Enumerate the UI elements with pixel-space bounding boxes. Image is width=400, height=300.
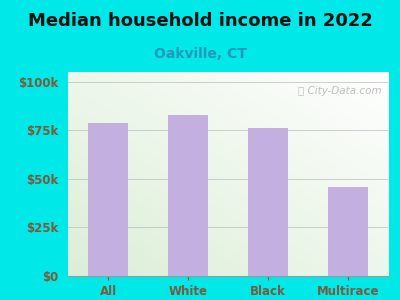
Bar: [168, 115, 208, 276]
Text: Median household income in 2022: Median household income in 2022: [28, 12, 372, 30]
Text: ⌕ City-Data.com: ⌕ City-Data.com: [298, 86, 382, 96]
Bar: [88, 122, 128, 276]
Text: Oakville, CT: Oakville, CT: [154, 46, 246, 61]
Bar: [248, 128, 288, 276]
Bar: [328, 187, 368, 276]
